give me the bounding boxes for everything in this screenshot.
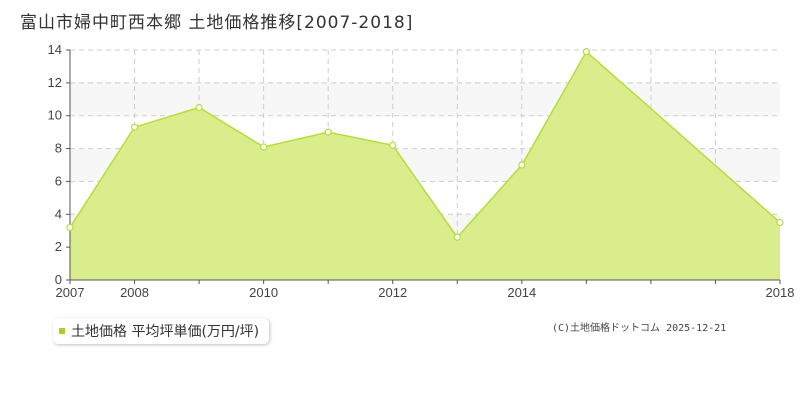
legend-swatch xyxy=(59,328,65,334)
chart-title: 富山市婦中町西本郷 土地価格推移[2007-2018] xyxy=(20,13,414,33)
legend-label: 土地価格 平均坪単価(万円/坪) xyxy=(71,324,260,340)
y-tick-labels: 0 2 4 6 8 10 12 14 xyxy=(48,42,62,287)
y-tick-label: 0 xyxy=(55,272,62,287)
axes xyxy=(66,49,781,284)
x-tick-label: 2007 xyxy=(56,285,85,300)
x-tick-label: 2012 xyxy=(378,285,407,300)
data-point xyxy=(453,233,461,241)
data-point xyxy=(66,223,74,232)
y-tick-label: 10 xyxy=(48,108,62,123)
series-points xyxy=(66,48,784,241)
data-point xyxy=(324,128,332,136)
y-tick-label: 2 xyxy=(55,239,62,254)
x-tick-label: 2008 xyxy=(120,285,149,300)
y-tick-label: 4 xyxy=(55,206,62,221)
x-tick-labels: 2007 2008 2010 2012 2014 2018 xyxy=(56,285,795,300)
x-tick-label: 2014 xyxy=(507,285,536,300)
data-point xyxy=(130,123,139,131)
y-tick-label: 8 xyxy=(55,141,62,156)
y-tick-label: 6 xyxy=(55,173,62,188)
data-point xyxy=(776,218,784,227)
data-point xyxy=(195,103,203,112)
y-tick-label: 12 xyxy=(48,75,62,90)
x-tick-label: 2010 xyxy=(249,285,278,300)
data-point xyxy=(582,48,590,56)
data-point xyxy=(260,143,268,151)
data-point xyxy=(518,161,526,169)
series-line xyxy=(69,50,781,239)
series-area-fill xyxy=(70,51,780,281)
x-tick-label: 2018 xyxy=(766,285,795,300)
plot-band xyxy=(70,82,780,116)
series-area xyxy=(69,50,781,281)
data-point xyxy=(389,141,397,149)
y-tick-label: 14 xyxy=(48,42,62,57)
credit-text: (C)土地価格ドットコム 2025-12-21 xyxy=(552,323,727,334)
legend: 土地価格 平均坪単価(万円/坪) xyxy=(53,318,270,344)
